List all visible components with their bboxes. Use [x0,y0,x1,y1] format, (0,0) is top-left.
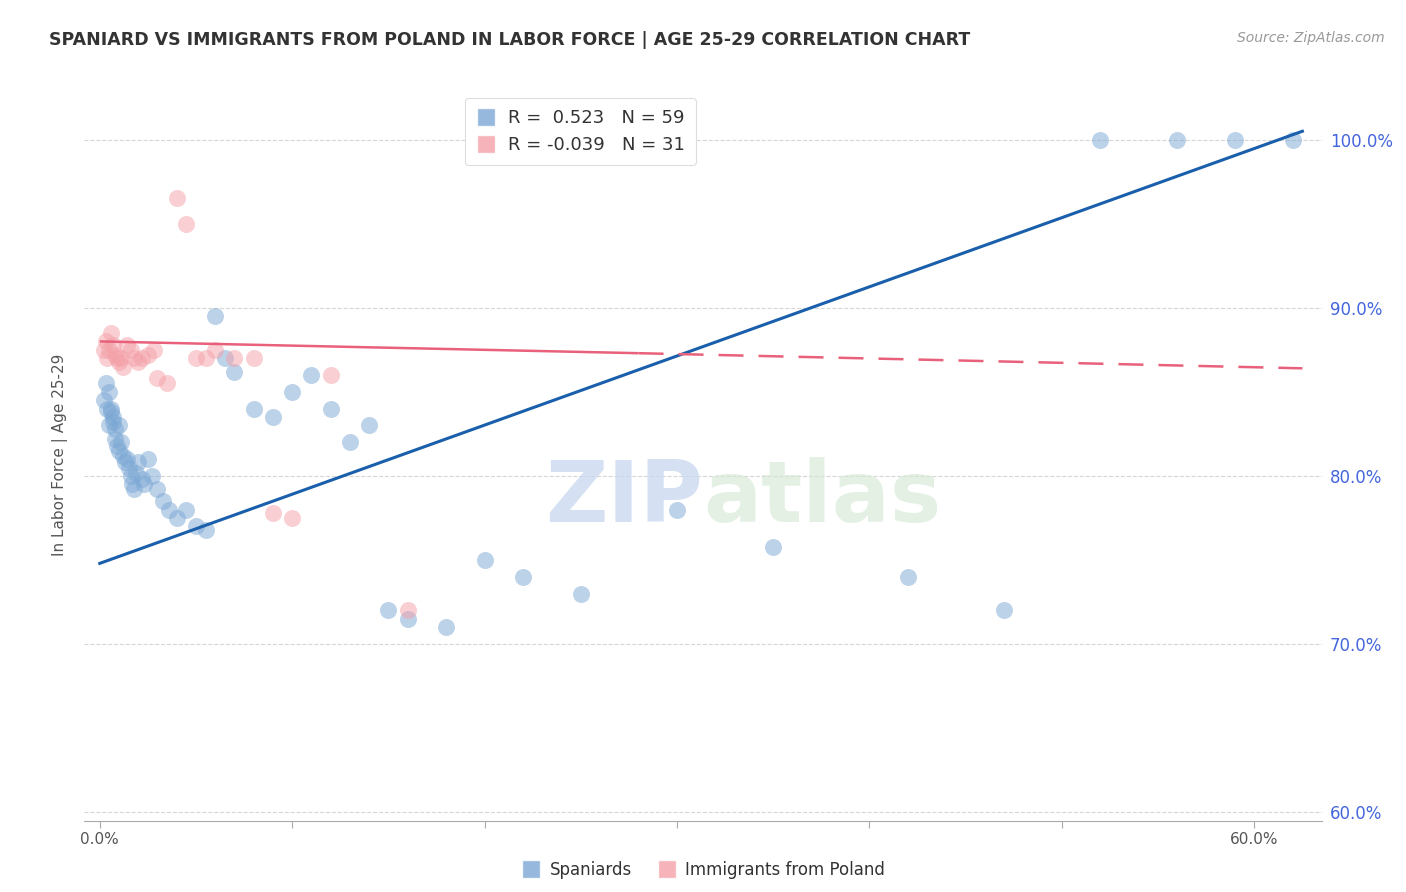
Point [666,502,689,516]
Point [146,371,169,385]
Point [124,351,146,366]
Point [115,338,138,352]
Point [110,435,132,450]
Legend: Spaniards, Immigrants from Poland: Spaniards, Immigrants from Poland [515,855,891,886]
Point [104,348,127,362]
Point [111,449,134,463]
Point [96,401,118,416]
Point [94,376,117,391]
Point [166,192,188,206]
Point [262,506,284,520]
Point [96,351,118,366]
Point [1166,133,1188,147]
Point [194,351,217,366]
Point [377,603,399,617]
Point [319,368,342,382]
Point [184,351,207,366]
Point [993,603,1015,617]
Point [121,477,143,491]
Point [146,483,169,497]
Point [93,343,115,357]
Point [108,354,131,368]
Point [142,343,165,357]
Point [141,469,163,483]
Point [897,570,920,584]
Point [132,477,155,491]
Point [136,348,159,362]
Point [166,511,188,525]
Point [105,439,128,453]
Point [120,343,142,357]
Point [396,612,419,626]
Point [110,351,132,366]
Point [242,351,264,366]
Point [214,351,236,366]
Point [569,587,592,601]
Point [93,393,115,408]
Point [176,502,198,516]
Point [105,351,128,366]
Point [204,309,226,323]
Point [136,452,159,467]
Point [281,511,304,525]
Point [98,384,121,399]
Point [104,422,127,436]
Point [474,553,496,567]
Point [262,410,284,425]
Point [98,418,121,433]
Point [125,466,148,480]
Point [103,410,125,425]
Point [176,217,198,231]
Point [115,452,138,467]
Point [152,494,174,508]
Point [242,401,264,416]
Point [111,359,134,374]
Point [100,405,122,419]
Text: ZIP: ZIP [546,458,703,541]
Point [396,603,419,617]
Point [339,435,361,450]
Point [184,519,207,533]
Point [281,384,304,399]
Point [434,620,457,634]
Point [94,334,117,349]
Point [204,343,226,357]
Point [1090,133,1112,147]
Point [224,351,246,366]
Point [114,455,136,469]
Point [124,483,146,497]
Point [120,469,142,483]
Point [100,326,122,340]
Point [224,365,246,379]
Point [131,351,153,366]
Point [108,443,131,458]
Point [103,338,125,352]
Point [127,455,149,469]
Point [100,401,122,416]
Point [103,415,125,429]
Point [127,354,149,368]
Point [512,570,534,584]
Point [1281,133,1303,147]
Point [104,432,127,446]
Point [319,401,342,416]
Point [1223,133,1246,147]
Point [108,418,131,433]
Point [117,460,139,475]
Text: atlas: atlas [703,458,941,541]
Point [359,418,381,433]
Point [194,523,217,537]
Y-axis label: In Labor Force | Age 25-29: In Labor Force | Age 25-29 [52,354,69,556]
Point [156,376,179,391]
Point [299,368,322,382]
Point [98,343,121,357]
Point [157,502,180,516]
Point [762,540,785,554]
Point [131,472,153,486]
Text: Source: ZipAtlas.com: Source: ZipAtlas.com [1237,31,1385,45]
Text: SPANIARD VS IMMIGRANTS FROM POLAND IN LABOR FORCE | AGE 25-29 CORRELATION CHART: SPANIARD VS IMMIGRANTS FROM POLAND IN LA… [49,31,970,49]
